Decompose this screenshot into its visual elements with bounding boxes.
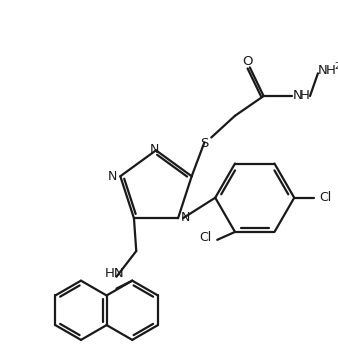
Text: N: N: [292, 89, 302, 101]
Text: HN: HN: [105, 267, 124, 280]
Text: N: N: [108, 170, 117, 183]
Text: N: N: [318, 64, 328, 77]
Text: Cl: Cl: [320, 191, 332, 204]
Text: 2: 2: [334, 62, 338, 71]
Text: H: H: [300, 89, 310, 101]
Text: O: O: [243, 55, 253, 68]
Text: H: H: [326, 64, 336, 77]
Text: Cl: Cl: [199, 231, 212, 244]
Text: S: S: [200, 137, 209, 150]
Text: N: N: [149, 143, 159, 156]
Text: N: N: [180, 211, 190, 224]
